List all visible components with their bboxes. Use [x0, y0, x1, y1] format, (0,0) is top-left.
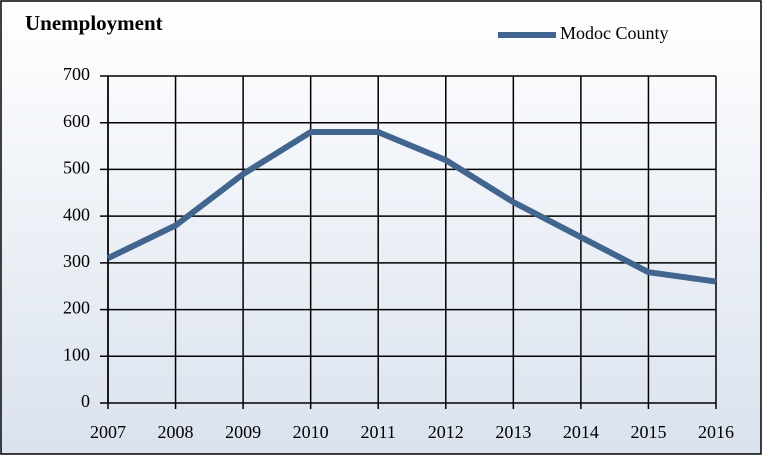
y-tick-label: 500	[63, 158, 90, 178]
x-tick-label: 2012	[428, 422, 464, 442]
y-tick-label: 0	[81, 391, 90, 411]
x-tick-label: 2009	[225, 422, 261, 442]
x-tick-label: 2013	[495, 422, 531, 442]
x-tick-label: 2011	[361, 422, 396, 442]
x-tick-label: 2010	[293, 422, 329, 442]
x-tick-label: 2014	[563, 422, 599, 442]
x-tick-label: 2015	[630, 422, 666, 442]
data-line	[106, 129, 717, 285]
y-tick-label: 200	[63, 298, 90, 318]
legend-label: Modoc County	[560, 23, 669, 43]
y-tick-label: 300	[63, 251, 90, 271]
y-tick-label: 400	[63, 204, 90, 224]
x-tick-label: 2007	[90, 422, 126, 442]
y-tick-label: 100	[63, 344, 90, 364]
chart-title: Unemployment	[25, 11, 163, 35]
x-tick-label: 2008	[158, 422, 194, 442]
x-tick-label: 2016	[698, 422, 734, 442]
y-tick-label: 700	[63, 64, 90, 84]
y-tick-label: 600	[63, 111, 90, 131]
